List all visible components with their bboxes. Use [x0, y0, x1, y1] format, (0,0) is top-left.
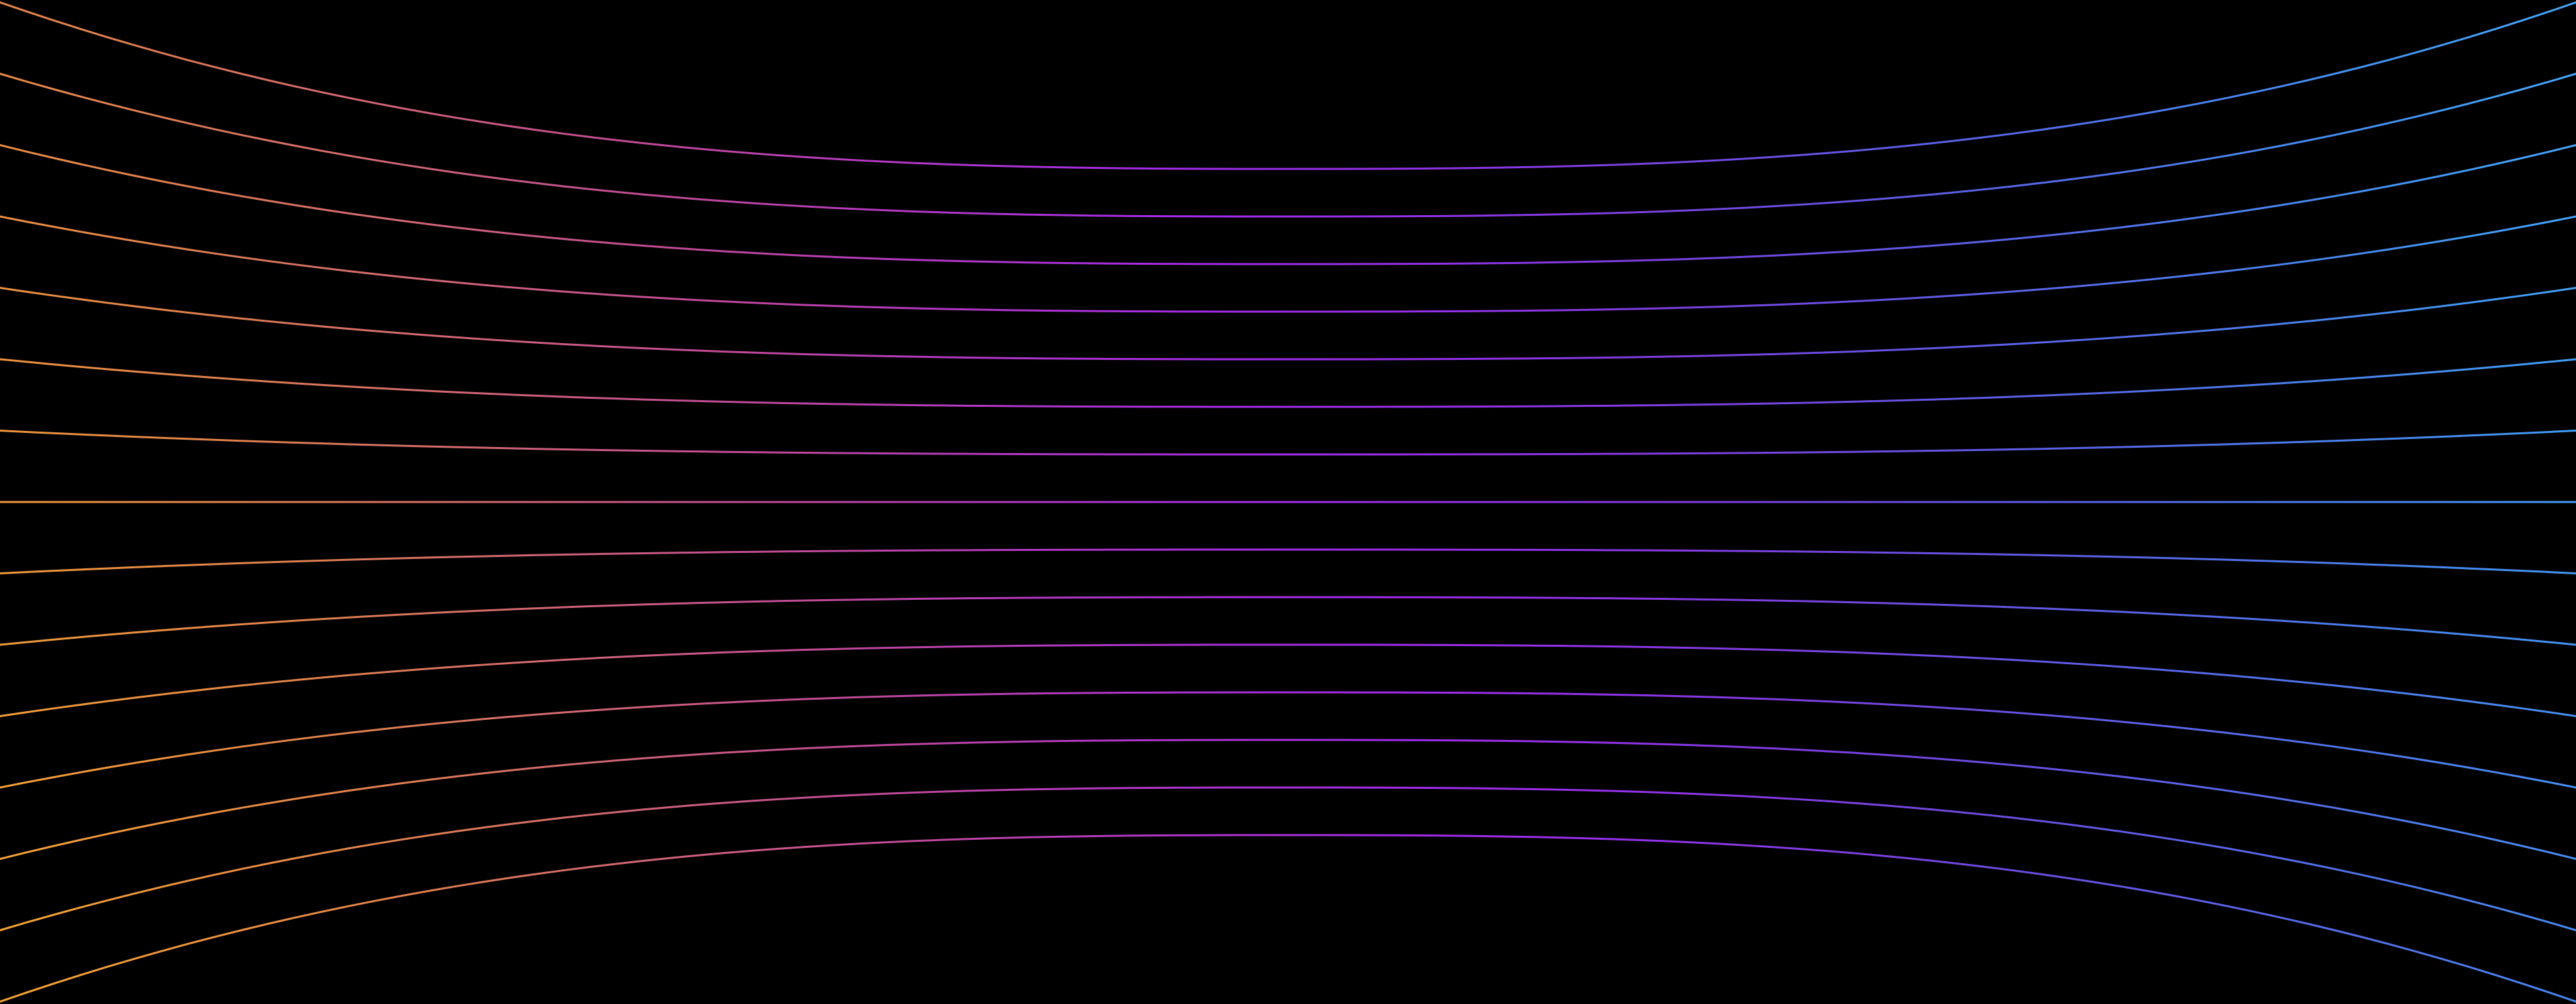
- curve-line-6: [0, 358, 2576, 408]
- curve-line-12: [0, 691, 2576, 789]
- curve-line-3: [0, 144, 2576, 265]
- curve-line-2: [0, 72, 2576, 218]
- curve-line-11: [0, 643, 2576, 717]
- curve-line-10: [0, 596, 2576, 646]
- curve-line-13: [0, 739, 2576, 860]
- curve-line-15: [0, 834, 2576, 1003]
- curve-line-5: [0, 287, 2576, 361]
- curve-line-4: [0, 215, 2576, 313]
- curve-line-9: [0, 548, 2576, 574]
- curve-line-1: [0, 1, 2576, 170]
- curve-line-14: [0, 786, 2576, 932]
- curve-line-7: [0, 430, 2576, 456]
